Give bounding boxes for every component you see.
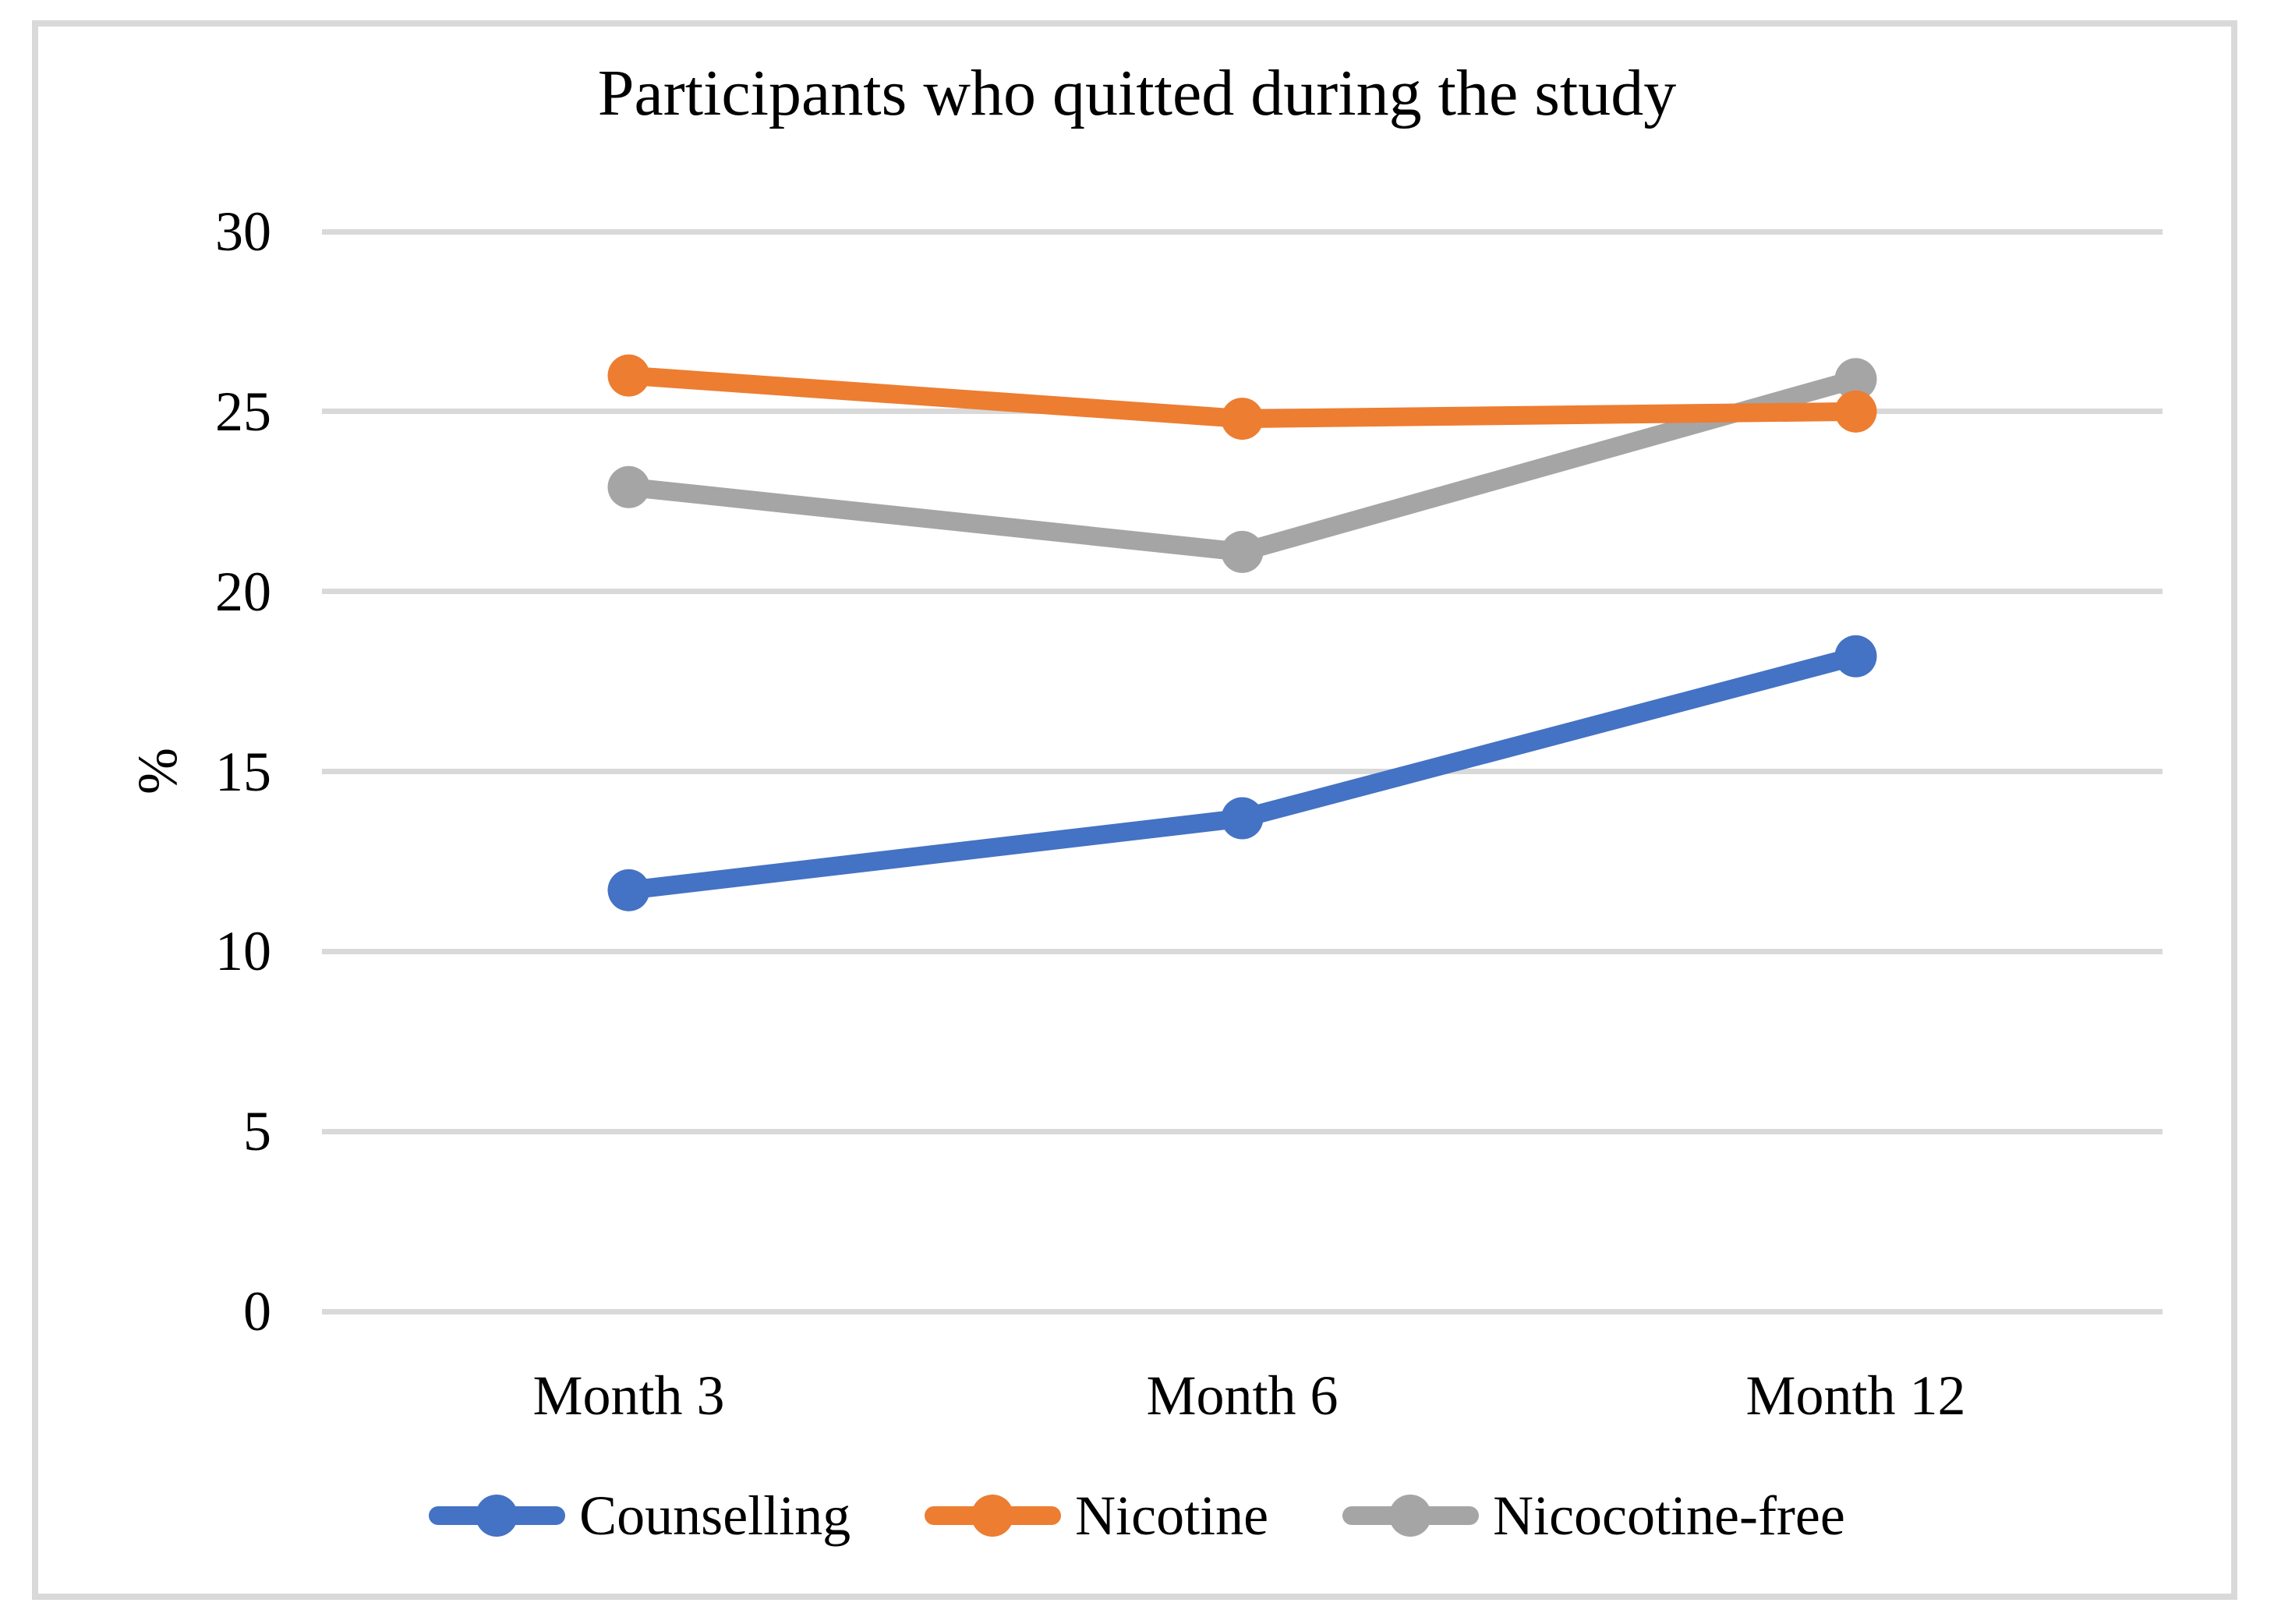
legend-marker-icon [925,1495,1062,1537]
y-gridline-30 [322,228,2163,235]
y-tick-label-25: 25 [215,380,271,443]
legend-item-counselling: Counselling [429,1483,851,1548]
data-point-nicocotine-free-3 [1834,358,1877,401]
data-point-nicotine-3 [1834,390,1877,433]
data-point-counselling-2 [1221,797,1264,840]
y-gridline-10 [322,948,2163,954]
y-gridline-5 [322,1128,2163,1134]
data-point-counselling-1 [607,869,650,911]
chart-outer-border [32,20,2237,1600]
chart-title: Participants who quitted during the stud… [597,57,1677,129]
x-category-label-2: Month 6 [1146,1364,1339,1427]
legend-dot-icon [1389,1495,1432,1537]
y-tick-label-15: 15 [215,740,271,803]
series-line-counselling [619,646,1866,900]
data-point-nicotine-1 [607,354,650,397]
legend-label: Nicocotine-free [1493,1484,1845,1547]
data-point-nicotine-2 [1221,398,1264,440]
y-tick-label-20: 20 [215,560,271,623]
data-point-nicocotine-free-2 [1221,530,1264,573]
legend-label: Counselling [579,1484,851,1547]
y-gridline-0 [322,1308,2163,1314]
legend-item-nicotine: Nicotine [925,1483,1268,1548]
y-tick-label-10: 10 [215,920,271,983]
data-point-nicocotine-free-1 [607,465,650,508]
x-category-label-3: Month 12 [1745,1364,1966,1427]
legend-dot-icon [476,1495,518,1537]
legend-marker-icon [429,1495,566,1537]
x-category-label-1: Month 3 [532,1364,725,1427]
y-gridline-15 [322,769,2163,774]
y-gridline-20 [322,589,2163,595]
data-point-counselling-3 [1834,635,1877,678]
y-tick-label-5: 5 [243,1100,271,1163]
legend-marker-icon [1342,1495,1480,1537]
chart-legend: Counselling Nicotine Nicocotine-free [0,1483,2274,1548]
y-tick-label-30: 30 [215,200,271,263]
y-tick-label-0: 0 [243,1280,271,1343]
legend-dot-icon [971,1495,1014,1537]
legend-label: Nicotine [1075,1484,1269,1547]
legend-item-nicocotine-free: Nicocotine-free [1342,1483,1845,1548]
